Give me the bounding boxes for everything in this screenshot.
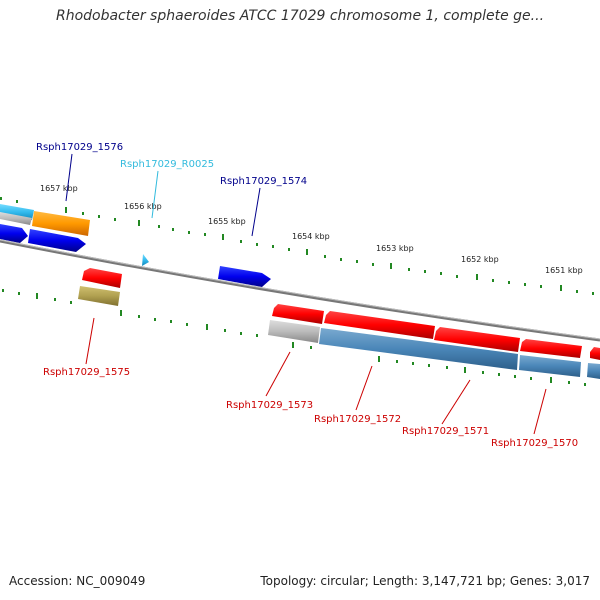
leader-line-1572 (355, 365, 373, 411)
kbp-label-1654: 1654 kbp (292, 232, 330, 241)
topology-summary: Topology: circular; Length: 3,147,721 bp… (260, 574, 590, 588)
gene-label-1574[interactable]: Rsph17029_1574 (220, 176, 307, 187)
kbp-label-1653: 1653 kbp (376, 244, 414, 253)
kbp-label-1657: 1657 kbp (40, 184, 78, 193)
upper-tick-row (0, 197, 594, 295)
leader-line-1571 (441, 379, 471, 425)
gene-orange-1576[interactable] (32, 211, 90, 236)
cds-red-1572[interactable] (324, 311, 435, 339)
cds-red-1575[interactable] (82, 268, 122, 288)
gene-olive-1575[interactable] (78, 286, 120, 306)
gene-rna-cyan-left[interactable] (0, 204, 34, 220)
leader-line-1575 (85, 317, 95, 365)
leader-line-1573 (265, 351, 291, 397)
gene-gray-upper-left[interactable] (0, 212, 32, 225)
gene-label-1575[interactable]: Rsph17029_1575 (43, 367, 130, 378)
genome-backbone (0, 239, 600, 342)
leader-line-1576 (65, 153, 73, 202)
gene-label-1570[interactable]: Rsph17029_1570 (491, 438, 578, 449)
kbp-label-1656: 1656 kbp (124, 202, 162, 211)
kbp-label-1655: 1655 kbp (208, 217, 246, 226)
gene-label-1573[interactable]: Rsph17029_1573 (226, 400, 313, 411)
gene-gray-1573[interactable] (268, 320, 320, 343)
cds-blue-left-2[interactable] (28, 229, 86, 252)
kbp-label-1651: 1651 kbp (545, 266, 583, 275)
leader-line-1570 (533, 388, 547, 435)
cds-red-1571[interactable] (434, 327, 520, 352)
cds-blue-1574[interactable] (218, 266, 271, 287)
cds-blue-left-1[interactable] (0, 224, 28, 243)
gene-steel-right-edge[interactable] (587, 363, 600, 379)
gene-steel-1572[interactable] (319, 328, 518, 370)
map-title: Rhodobacter sphaeroides ATCC 17029 chrom… (55, 8, 545, 24)
leader-line-1574 (251, 187, 261, 237)
gene-steel-1570[interactable] (519, 355, 581, 377)
gene-label-1571[interactable]: Rsph17029_1571 (402, 426, 489, 437)
gene-label-r0025[interactable]: Rsph17029_R0025 (120, 159, 214, 170)
genome-backbone-highlight (0, 239, 600, 340)
accession-text: Accession: NC_009049 (9, 574, 146, 588)
rna-marker-r0025[interactable] (142, 254, 149, 266)
cds-red-right-edge[interactable] (590, 347, 600, 360)
cds-red-1573[interactable] (272, 304, 324, 324)
cds-red-1570[interactable] (520, 339, 582, 358)
lower-tick-row (2, 289, 586, 386)
kbp-label-1652: 1652 kbp (461, 255, 499, 264)
gene-label-1576[interactable]: Rsph17029_1576 (36, 142, 123, 153)
gene-label-1572[interactable]: Rsph17029_1572 (314, 414, 401, 425)
leader-line-r0025 (151, 170, 159, 219)
